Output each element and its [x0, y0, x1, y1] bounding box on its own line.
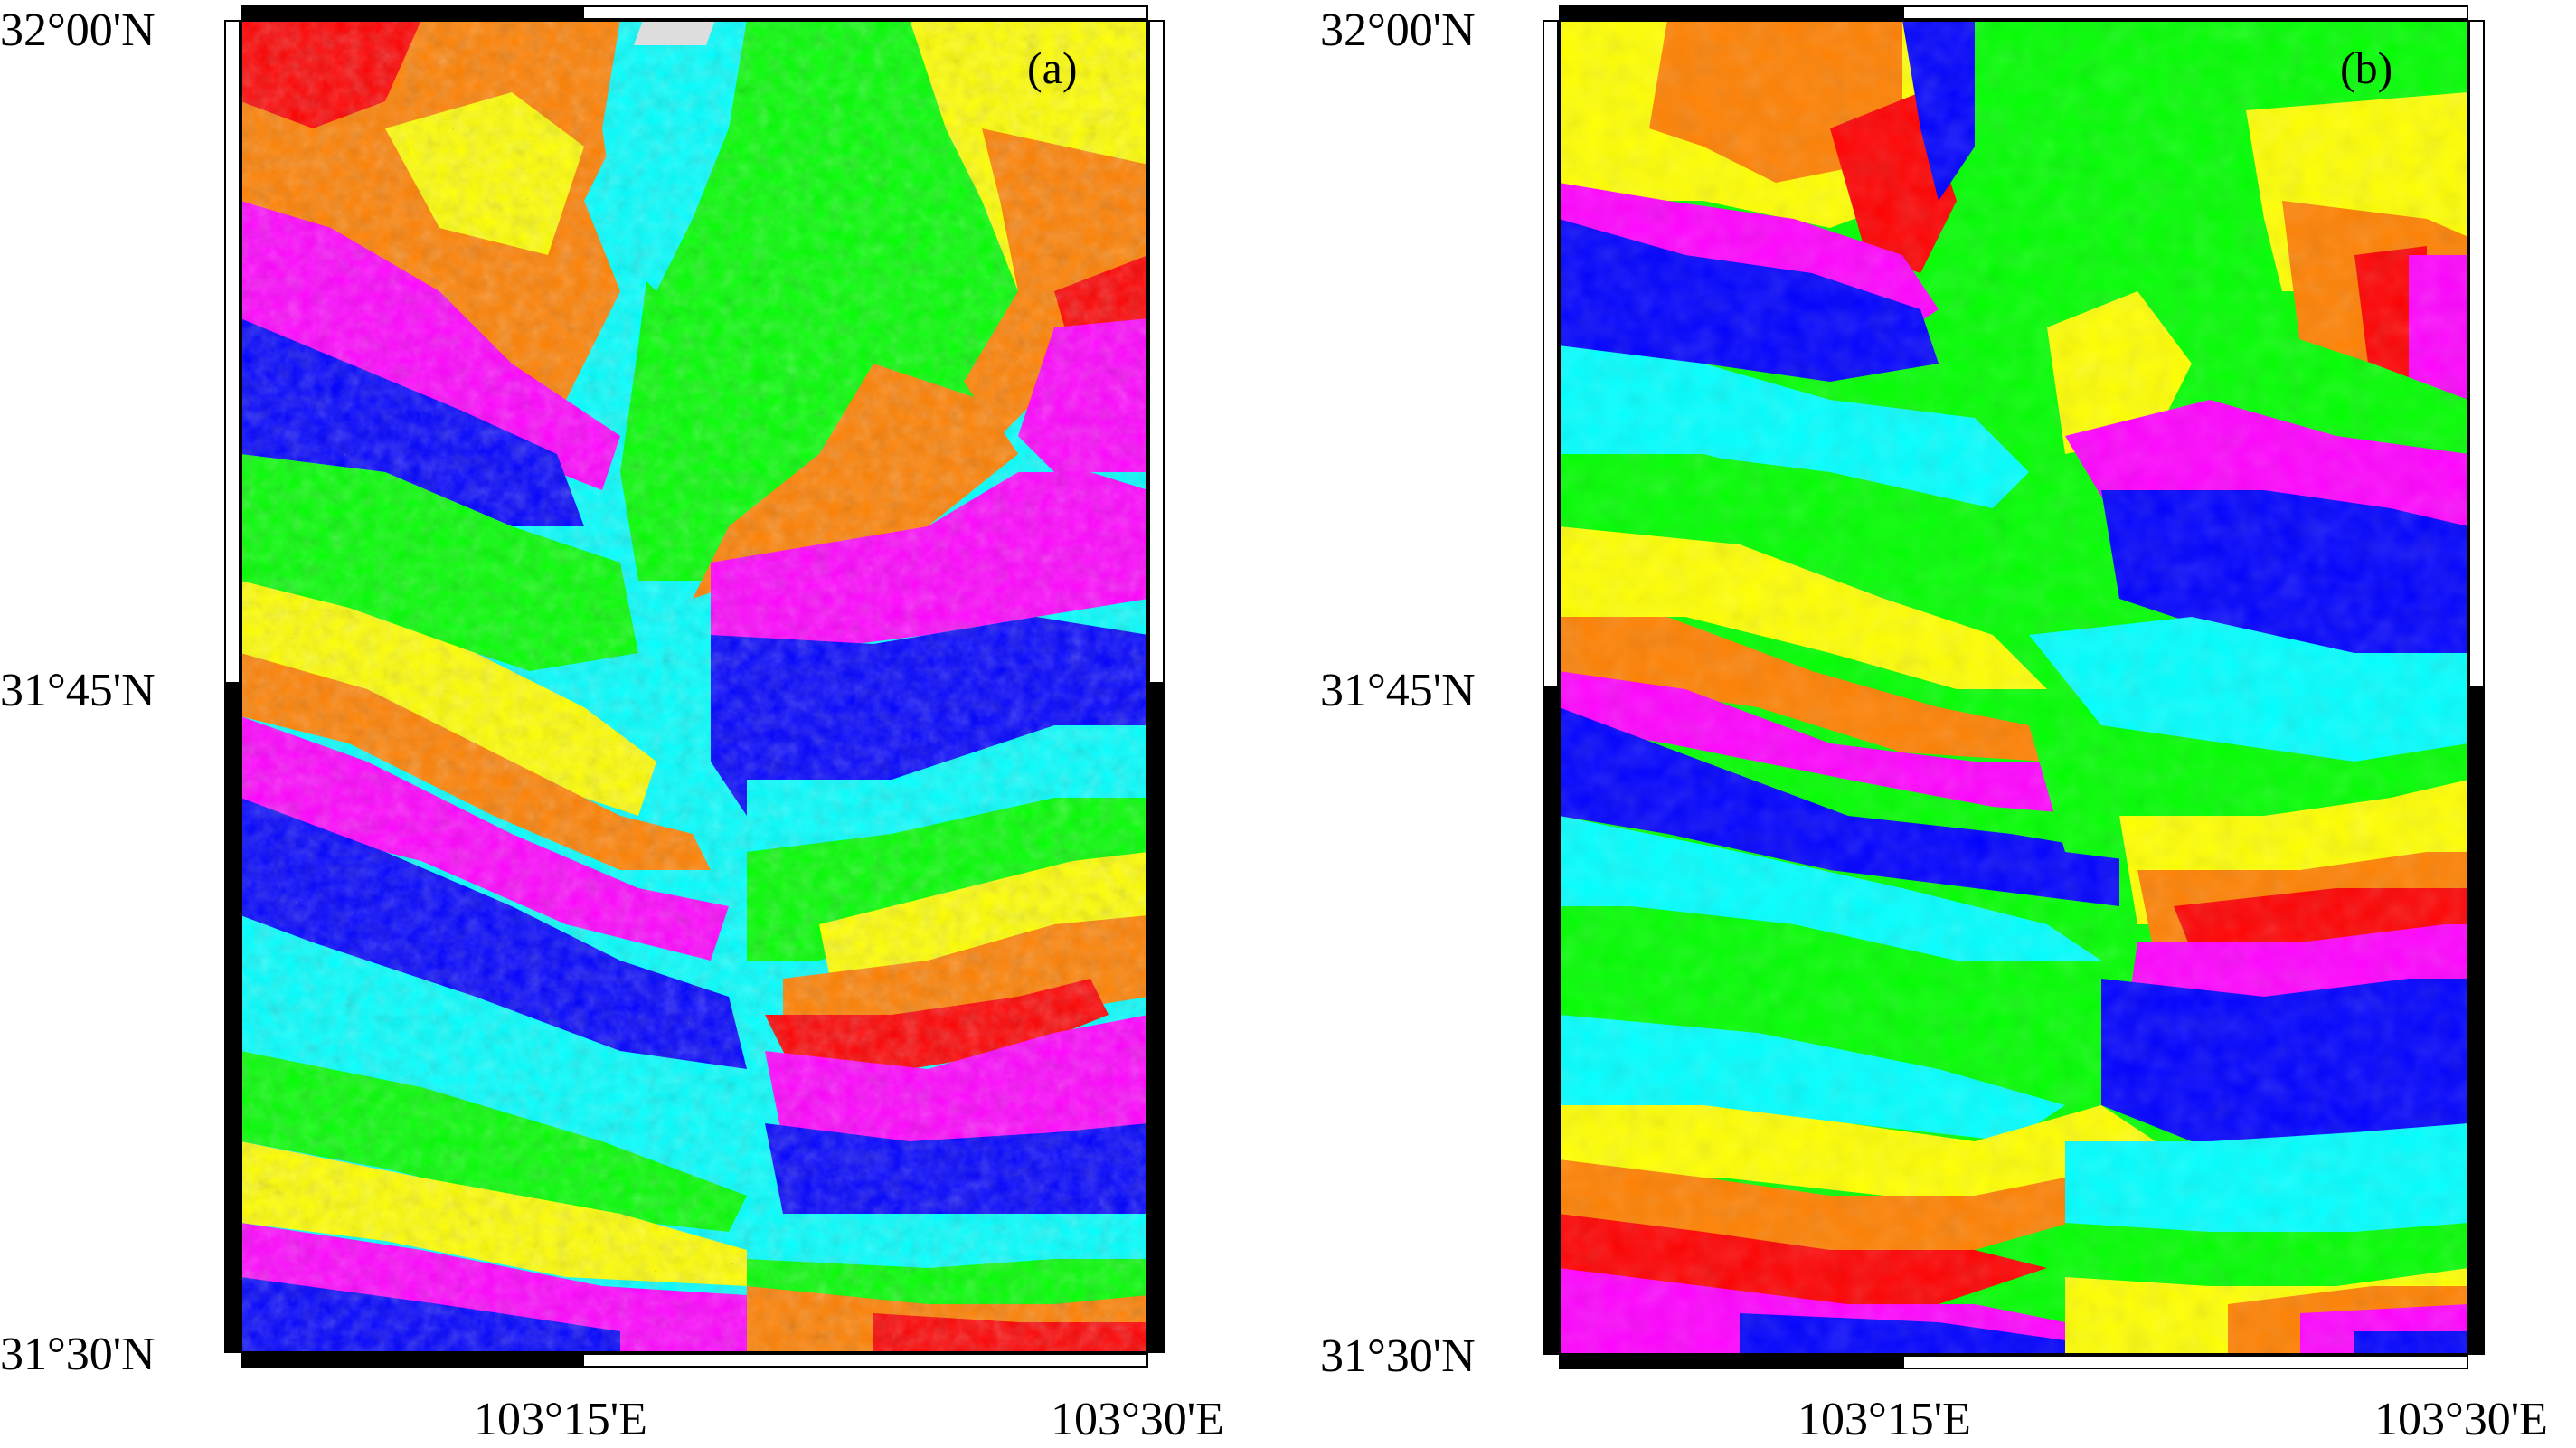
latitude-label-bottom-a: 31°30'N — [0, 1329, 156, 1380]
top-scale-bar-open-a — [582, 5, 1148, 20]
panel-label-a: (a) — [1027, 43, 1078, 93]
bottom-scale-bar-a — [241, 1353, 582, 1368]
top-scale-bar-open-b — [1902, 5, 2468, 20]
top-scale-bar-a — [241, 5, 582, 20]
no-data-wedge — [633, 20, 716, 45]
phase-raster-b — [1559, 20, 2468, 1355]
right-scale-bar-a — [1148, 684, 1165, 1353]
left-scale-bar-b — [1543, 687, 1559, 1355]
simulated-phase-map-b — [1559, 20, 2468, 1355]
left-scale-bar-a — [224, 684, 241, 1353]
longitude-label-right-b: 103°30'E — [2374, 1394, 2548, 1445]
latitude-label-top-a: 32°00'N — [0, 5, 156, 56]
right-scale-bar-open-b — [2468, 20, 2485, 687]
top-scale-bar-b — [1559, 5, 1902, 20]
bottom-scale-bar-b — [1559, 1355, 1902, 1369]
map-panel-a: (a) 32°00'N 31°45'N 31°30'N 103°15'E 103… — [0, 5, 1224, 1445]
phase-raster-a — [241, 20, 1148, 1353]
latitude-label-mid-a: 31°45'N — [0, 665, 156, 716]
left-scale-bar-open-a — [224, 20, 241, 684]
interferogram-map-a — [241, 20, 1148, 1353]
longitude-label-mid-b: 103°15'E — [1798, 1394, 1971, 1445]
latitude-label-mid-b: 31°45'N — [1320, 665, 1476, 716]
longitude-label-mid-a: 103°15'E — [474, 1394, 647, 1445]
longitude-label-right-a: 103°30'E — [1051, 1394, 1224, 1445]
panel-label-b: (b) — [2340, 43, 2393, 93]
latitude-label-bottom-b: 31°30'N — [1320, 1330, 1476, 1382]
left-scale-bar-open-b — [1543, 20, 1559, 687]
bottom-scale-bar-open-b — [1902, 1355, 2468, 1369]
map-panel-b: (b) 32°00'N 31°45'N 31°30'N 103°15'E 103… — [1320, 0, 2576, 1448]
right-scale-bar-b — [2468, 687, 2485, 1355]
right-scale-bar-open-a — [1148, 20, 1165, 684]
bottom-scale-bar-open-a — [582, 1353, 1148, 1368]
latitude-label-top-b: 32°00'N — [1320, 5, 1476, 56]
